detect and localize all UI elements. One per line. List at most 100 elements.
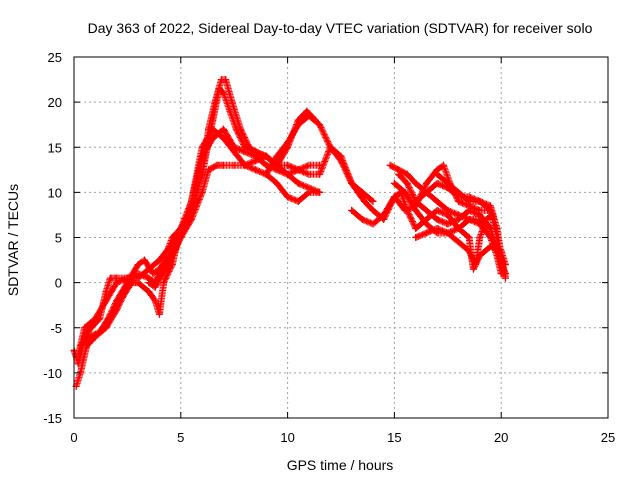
data-point: [262, 152, 270, 160]
data-point: [213, 161, 221, 169]
data-point: [454, 238, 462, 246]
data-point: [113, 297, 121, 305]
data-point: [226, 107, 234, 115]
series-trace-13: [433, 170, 509, 278]
data-point: [303, 107, 311, 115]
data-marker-trace: [76, 107, 319, 350]
data-point: [412, 224, 420, 232]
data-point: [294, 166, 302, 174]
data-point: [113, 279, 121, 287]
y-tick-label: 20: [48, 95, 62, 110]
data-marker-trace: [145, 85, 377, 291]
data-point: [433, 170, 441, 178]
y-tick-label: -10: [43, 366, 62, 381]
data-point: [476, 197, 484, 205]
series-trace-4: [76, 107, 319, 350]
data-point: [412, 179, 420, 187]
data-point: [81, 324, 89, 332]
data-point: [305, 184, 313, 192]
data-point: [412, 206, 420, 214]
y-tick-label: 15: [48, 140, 62, 155]
data-point: [140, 256, 148, 264]
data-point: [348, 179, 356, 187]
data-point: [222, 76, 230, 84]
data-point: [220, 161, 228, 169]
data-point: [465, 215, 473, 223]
grid-lines: [74, 57, 608, 418]
y-tick-label: -5: [50, 321, 62, 336]
y-tick-label: 0: [55, 276, 62, 291]
data-point: [160, 279, 168, 287]
series-trace-5: [145, 85, 377, 291]
data-point: [284, 139, 292, 147]
data-point: [106, 274, 114, 282]
x-tick-label: 10: [280, 430, 294, 445]
data-point: [497, 261, 505, 269]
data-point: [469, 265, 477, 273]
x-tick-label: 5: [177, 430, 184, 445]
data-point: [403, 170, 411, 178]
data-point: [220, 134, 228, 142]
data-point: [198, 143, 206, 151]
data-point: [305, 170, 313, 178]
data-point: [386, 161, 394, 169]
data-point: [177, 234, 185, 241]
data-point: [444, 220, 452, 228]
data-point: [422, 206, 430, 214]
data-point: [465, 206, 473, 214]
data-point: [369, 197, 377, 205]
data-point: [91, 315, 99, 323]
data-point: [273, 152, 281, 160]
data-point: [401, 188, 409, 196]
data-point: [134, 274, 142, 282]
data-point: [155, 265, 163, 273]
data-point: [294, 121, 302, 129]
data-point: [162, 265, 170, 273]
data-point: [358, 215, 366, 223]
data-point: [232, 125, 240, 133]
data-point: [220, 89, 228, 97]
data-point: [403, 206, 411, 214]
data-point: [96, 328, 104, 336]
x-tick-label: 15: [387, 430, 401, 445]
data-point: [412, 197, 420, 205]
data-point: [422, 220, 430, 228]
data-point: [487, 206, 495, 214]
y-axis-label: SDTVAR / TECUs: [5, 184, 21, 296]
data-point: [241, 161, 249, 169]
y-tick-label: 10: [48, 185, 62, 200]
y-tick-label: 5: [55, 231, 62, 246]
data-point: [369, 206, 377, 214]
data-point: [123, 279, 131, 287]
data-point: [155, 310, 163, 318]
data-point: [209, 116, 217, 124]
data-point: [390, 193, 398, 201]
data-point: [465, 234, 473, 241]
data-point: [422, 188, 430, 196]
axis-ticks: 0 5 10 15 20 25 -15 -10 -5 0 5 10 15 20 25: [43, 50, 615, 445]
data-point: [433, 224, 441, 232]
data-point: [230, 148, 238, 156]
data-point: [155, 274, 163, 282]
data-point: [360, 197, 368, 205]
data-point: [252, 148, 260, 156]
series-trace-1: [70, 125, 324, 368]
data-point: [493, 234, 501, 241]
data-point: [102, 297, 110, 305]
data-point: [454, 224, 462, 232]
data-point: [476, 211, 484, 219]
data-point: [348, 206, 356, 214]
chart-title: Day 363 of 2022, Sidereal Day-to-day VTE…: [88, 20, 593, 36]
x-tick-label: 20: [494, 430, 508, 445]
data-points: [70, 76, 509, 390]
data-point: [74, 351, 82, 359]
y-tick-label: 25: [48, 50, 62, 65]
data-point: [465, 247, 473, 255]
data-point: [151, 283, 159, 291]
data-point: [305, 161, 313, 169]
data-point: [337, 157, 345, 165]
data-point: [444, 229, 452, 237]
data-point: [433, 197, 441, 205]
data-point: [151, 297, 159, 305]
